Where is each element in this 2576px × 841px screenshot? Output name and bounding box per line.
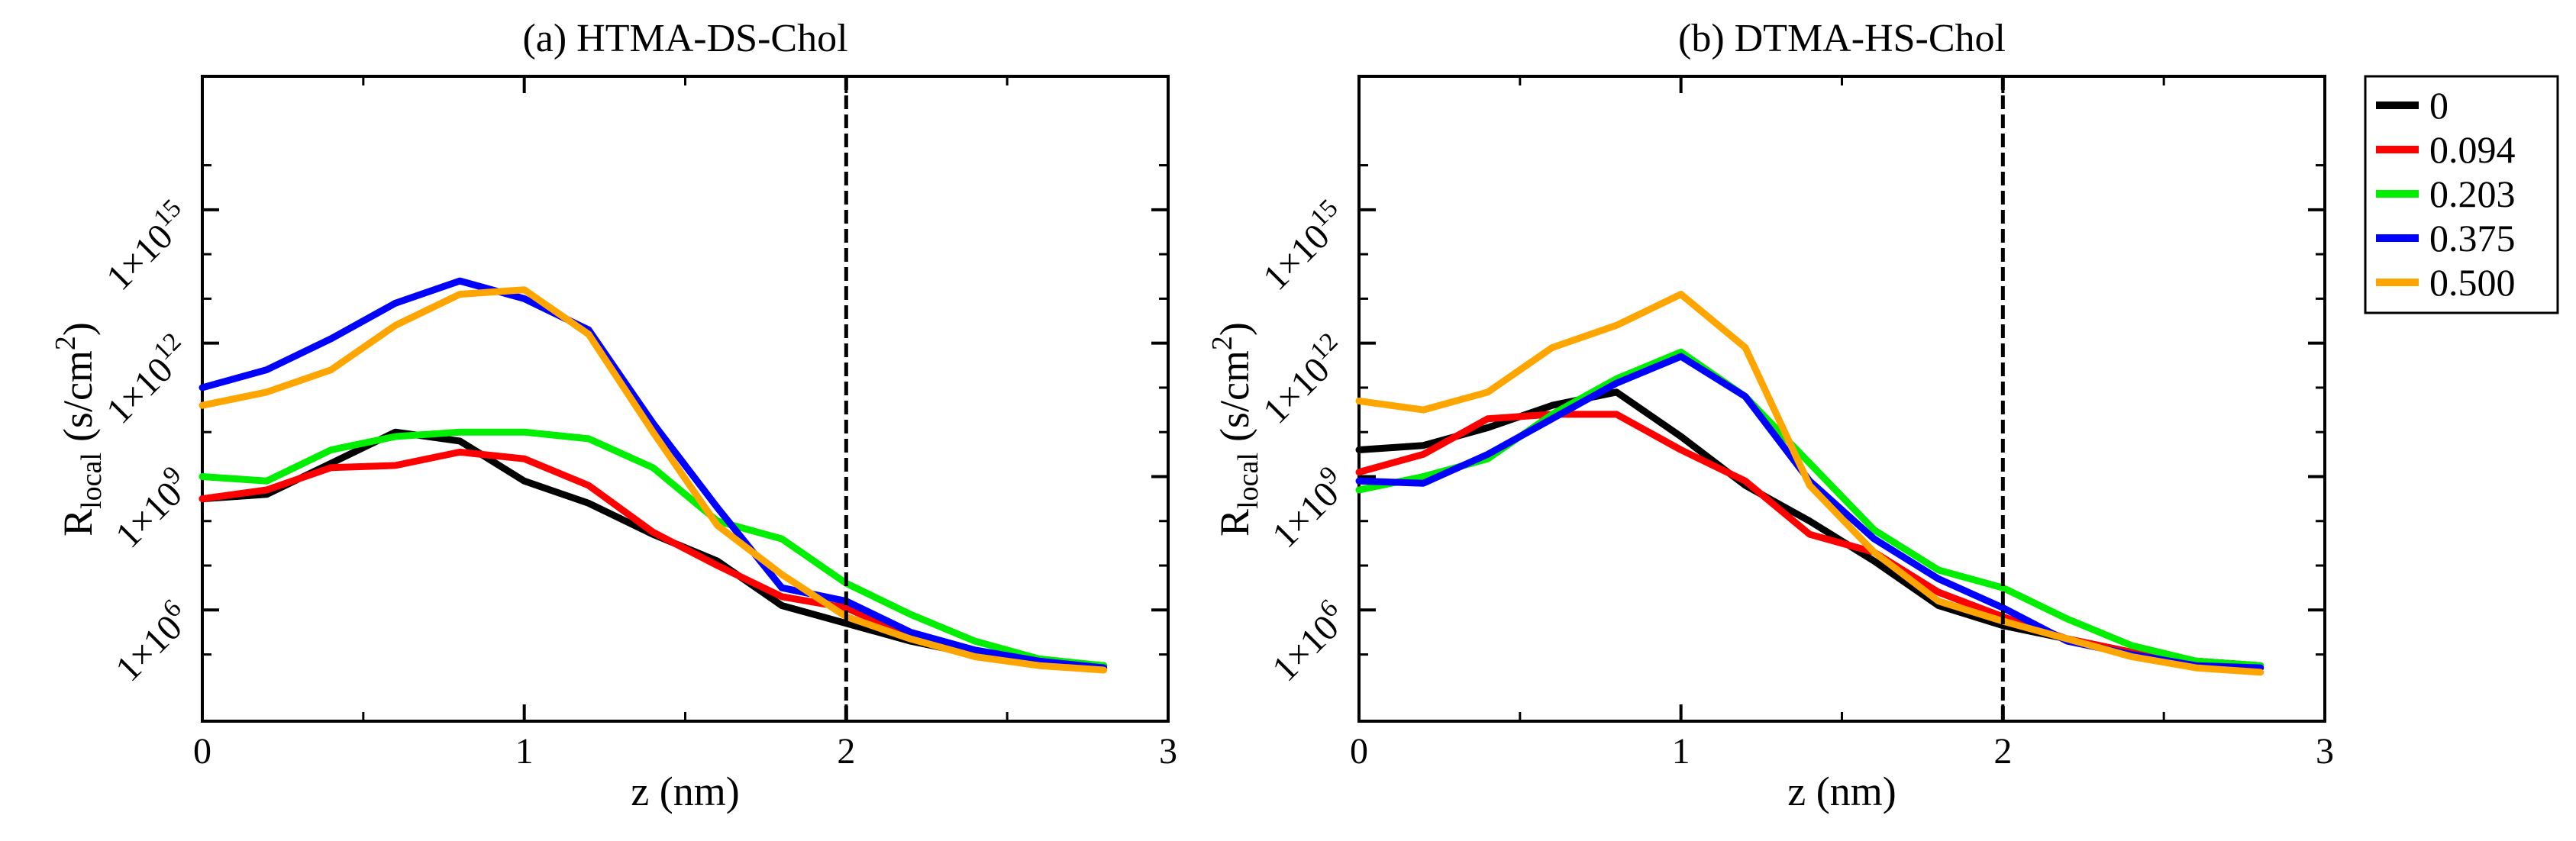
legend-label: 0 [2429,84,2448,127]
y-axis-label-superscript: 2 [50,336,82,350]
x-axis-label: z (nm) [1787,768,1896,814]
series-line-0-203 [199,428,1108,669]
x-tick-label: 0 [193,731,211,772]
y-axis-label-main: R [1212,509,1257,536]
y-tick-label: 1×106 [104,594,199,690]
legend-label: 0.094 [2429,128,2516,171]
y-axis-label-main: R [55,509,101,536]
y-axis-label: Rlocal (s/cm2) [1206,322,1264,536]
x-tick-label: 3 [1159,731,1177,772]
x-tick-label: 1 [1672,731,1690,772]
x-tick-label: 2 [1993,731,2012,772]
plot-area-frame [1357,75,2326,723]
y-tick-label: 1×1015 [1251,194,1356,298]
x-tick-label: 1 [515,731,534,772]
legend-label: 0.500 [2429,261,2516,304]
y-axis-label-unit: (s/cm [1212,350,1257,442]
chart-panel-a: (a) HTMA-DS-Chol 0 1 2 3 1×106 1×109 1×1012 1×10… [50,17,1177,814]
y-axis-label: Rlocal (s/cm2) [50,322,108,536]
series-line-0-203 [1355,348,2264,669]
x-tick-label: 2 [837,731,855,772]
y-axis-label-subscript: local [76,453,108,509]
chart-title: (b) DTMA-HS-Chol [1678,17,2006,60]
y-tick-label: 1×109 [1261,461,1356,556]
y-axis-label-superscript: 2 [1206,336,1238,350]
y-tick-label: 1×106 [1261,594,1356,690]
chart-panel-b: (b) DTMA-HS-Chol 0 1 2 3 1×106 1×109 1×1012 1×10… [1206,17,2334,814]
series-line-0 [1355,388,2264,669]
y-axis-label-unit: (s/cm [55,350,101,442]
series-line-0-375 [1355,353,2264,672]
y-tick-label: 1×1015 [95,194,199,298]
plot-area-frame [201,75,1170,723]
y-axis-label-close: ) [1212,322,1257,336]
legend-label: 0.203 [2429,172,2516,215]
x-axis-label: z (nm) [631,768,739,814]
series-line-0-500 [199,286,1108,674]
x-tick-label: 0 [1350,731,1368,772]
x-tick-label: 3 [2316,731,2334,772]
y-tick-label: 1×109 [104,461,199,556]
y-tick-label: 1×1012 [1251,327,1356,432]
legend-label: 0.375 [2429,217,2516,259]
y-axis-label-close: ) [55,322,101,336]
y-axis-label-subscript: local [1232,453,1264,509]
y-tick-label: 1×1012 [95,327,199,432]
series-line-0-375 [199,277,1108,672]
chart-title: (a) HTMA-DS-Chol [522,17,847,60]
series-line-0-500 [1355,291,2264,676]
